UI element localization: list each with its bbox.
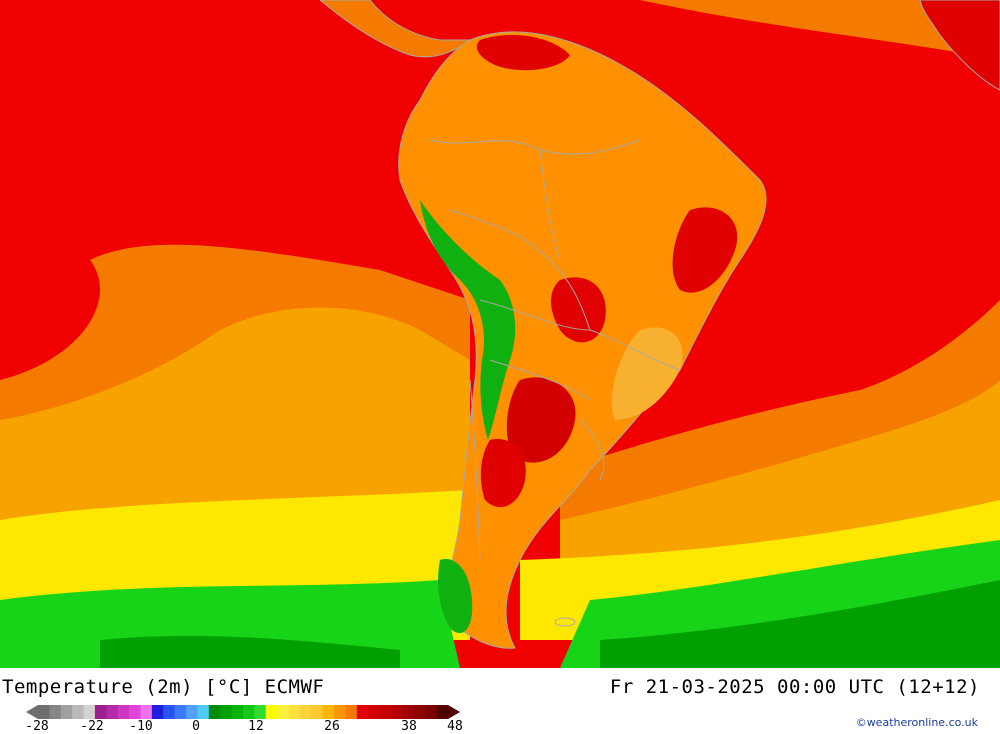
legend-swatch xyxy=(254,705,267,719)
legend-swatch xyxy=(163,705,176,719)
legend-swatch xyxy=(243,705,255,719)
legend-swatch xyxy=(413,705,426,719)
temperature-map xyxy=(0,0,1000,668)
legend-tick: -22 xyxy=(80,719,104,734)
legend-tick: 12 xyxy=(248,719,264,734)
legend-tick: 26 xyxy=(324,719,340,734)
legend-swatch xyxy=(402,705,415,719)
legend-swatch xyxy=(436,705,449,719)
legend-swatch xyxy=(425,705,438,719)
legend-swatch xyxy=(117,705,130,719)
legend-arrow-right xyxy=(448,705,460,719)
legend-swatch xyxy=(277,705,290,719)
legend-swatch xyxy=(38,705,50,719)
africa-edge-land xyxy=(919,0,1000,91)
legend-swatch xyxy=(197,705,210,719)
hot-patch-chaco xyxy=(506,377,576,463)
color-legend-bar xyxy=(26,705,460,719)
legend-swatch xyxy=(60,705,73,719)
legend-swatch xyxy=(299,705,312,719)
legend-swatch xyxy=(311,705,324,719)
map-datetime: Fr 21-03-2025 00:00 UTC (12+12) xyxy=(609,676,980,698)
legend-swatch xyxy=(391,705,403,719)
legend-swatch xyxy=(368,705,381,719)
warm-east-coast xyxy=(611,327,683,420)
legend-swatch xyxy=(72,705,85,719)
legend-swatch xyxy=(49,705,62,719)
legend-swatch xyxy=(140,705,153,719)
legend-swatch xyxy=(94,705,107,719)
legend-swatch xyxy=(379,705,392,719)
legend-swatch xyxy=(174,705,187,719)
legend-swatch xyxy=(208,705,221,719)
map-title: Temperature (2m) [°C] ECMWF xyxy=(2,676,325,698)
legend-tick: -10 xyxy=(129,719,153,734)
legend-swatch xyxy=(151,705,164,719)
patagonia-cold-tip xyxy=(438,559,473,634)
legend-swatch xyxy=(345,705,358,719)
falkland-islands xyxy=(554,617,576,627)
ocean-darkgreen-zone xyxy=(100,580,1000,668)
legend-swatch xyxy=(334,705,346,719)
legend-swatch xyxy=(265,705,278,719)
hot-patch-north xyxy=(476,35,570,71)
legend-tick: 38 xyxy=(401,719,417,734)
hot-patch-patagonia xyxy=(480,439,526,508)
legend-arrow-left xyxy=(26,705,38,719)
legend-swatch xyxy=(231,705,244,719)
legend-swatch xyxy=(186,705,198,719)
country-borders xyxy=(429,139,681,561)
legend-swatch xyxy=(322,705,335,719)
legend-tick: -28 xyxy=(25,719,49,734)
map-footer: Temperature (2m) [°C] ECMWF Fr 21-03-202… xyxy=(0,668,1000,734)
legend-swatch xyxy=(288,705,301,719)
andes-cold-strip xyxy=(420,200,516,440)
hot-patch-brazil xyxy=(672,207,738,293)
legend-tick: 0 xyxy=(192,719,200,734)
central-america-land xyxy=(319,0,472,58)
legend-swatch xyxy=(356,705,369,719)
legend-tick: 48 xyxy=(447,719,463,734)
legend-swatch xyxy=(106,705,119,719)
credit-link[interactable]: ©weatheronline.co.uk xyxy=(855,716,978,729)
legend-swatch xyxy=(129,705,141,719)
legend-swatch xyxy=(220,705,233,719)
legend-swatch xyxy=(83,705,96,719)
